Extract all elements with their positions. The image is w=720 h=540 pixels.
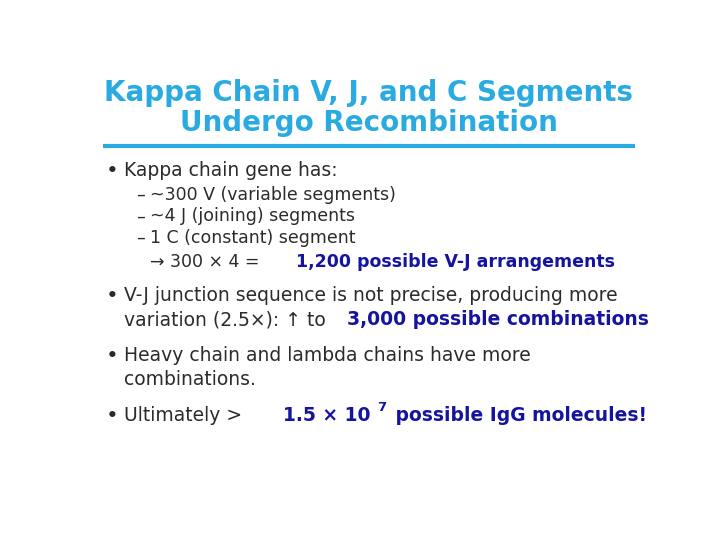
Text: Ultimately >: Ultimately >: [124, 406, 248, 425]
Text: •: •: [106, 346, 118, 366]
Text: –: –: [137, 207, 145, 225]
Text: V-J junction sequence is not precise, producing more: V-J junction sequence is not precise, pr…: [124, 286, 618, 305]
Text: –: –: [137, 229, 145, 247]
Text: 1.5 × 10: 1.5 × 10: [283, 406, 371, 425]
Text: •: •: [106, 161, 118, 181]
Text: –: –: [137, 186, 145, 204]
Text: Heavy chain and lambda chains have more: Heavy chain and lambda chains have more: [124, 346, 531, 365]
Text: 7: 7: [377, 401, 386, 414]
Text: combinations.: combinations.: [124, 370, 256, 389]
Text: 1,200 possible V-J arrangements: 1,200 possible V-J arrangements: [295, 253, 614, 272]
Text: Kappa Chain V, J, and C Segments: Kappa Chain V, J, and C Segments: [104, 79, 634, 107]
Text: Undergo Recombination: Undergo Recombination: [180, 110, 558, 138]
Text: possible IgG molecules!: possible IgG molecules!: [390, 406, 647, 425]
Text: Kappa chain gene has:: Kappa chain gene has:: [124, 161, 338, 180]
Text: •: •: [106, 286, 118, 306]
Text: 7: 7: [377, 401, 386, 414]
Text: variation (2.5×): ↑ to: variation (2.5×): ↑ to: [124, 310, 332, 329]
Text: •: •: [106, 406, 118, 426]
Text: 1 C (constant) segment: 1 C (constant) segment: [150, 229, 355, 247]
Text: → 300 × 4 =: → 300 × 4 =: [150, 253, 264, 272]
Text: ~4 J (joining) segments: ~4 J (joining) segments: [150, 207, 354, 225]
Text: 3,000 possible combinations: 3,000 possible combinations: [347, 310, 649, 329]
Text: ~300 V (variable segments): ~300 V (variable segments): [150, 186, 395, 204]
